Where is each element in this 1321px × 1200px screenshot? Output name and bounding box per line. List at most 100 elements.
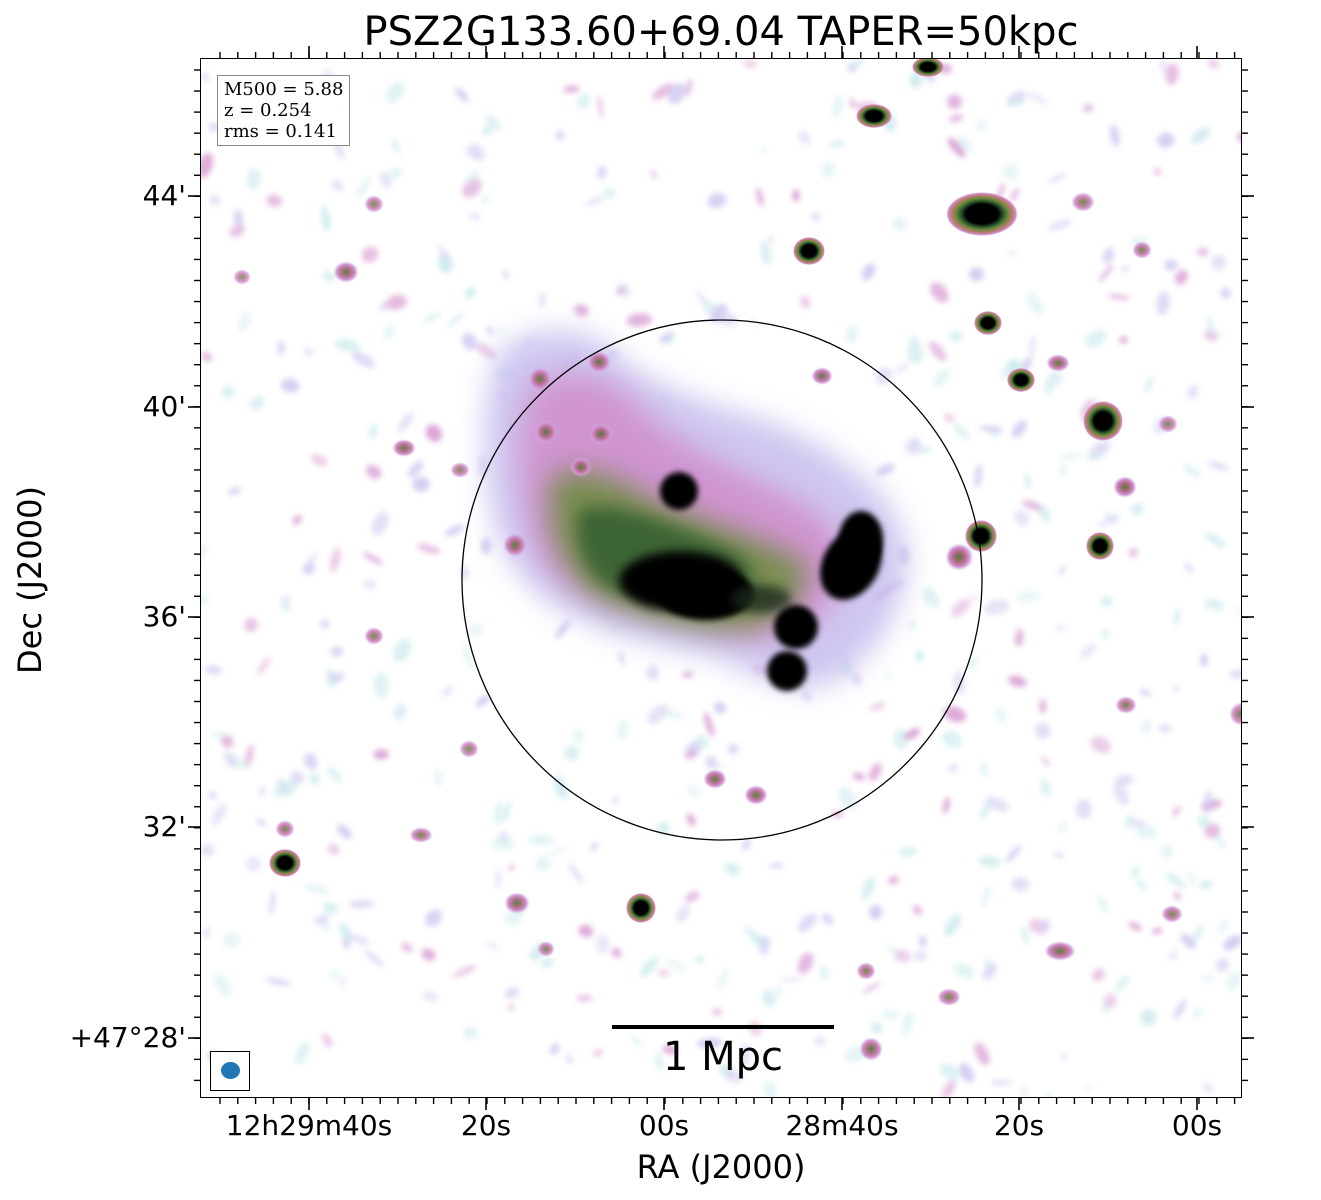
noise-blob — [612, 796, 619, 804]
noise-blob — [814, 1035, 826, 1047]
radio-point-source — [504, 892, 530, 914]
noise-blob — [1115, 975, 1129, 992]
noise-blob — [493, 801, 504, 825]
noise-blob — [797, 913, 817, 933]
noise-blob — [320, 619, 330, 629]
noise-blob — [1204, 823, 1221, 839]
noise-blob — [862, 982, 881, 994]
noise-blob — [565, 1053, 573, 1065]
noise-blob — [502, 799, 512, 823]
x-tick-label: 12h29m40s — [225, 1109, 393, 1142]
noise-blob — [861, 876, 875, 901]
radio-point-source — [1071, 192, 1095, 212]
y-tick-label: 40' — [142, 390, 186, 423]
noise-blob — [1029, 334, 1036, 358]
noise-blob — [1155, 168, 1161, 176]
noise-blob — [327, 843, 340, 856]
noise-blob — [705, 756, 717, 769]
noise-blob — [871, 1022, 883, 1034]
noise-blob — [393, 704, 407, 720]
noise-blob — [723, 862, 742, 872]
noise-blob — [322, 270, 336, 282]
noise-blob — [269, 890, 276, 916]
radio-point-source — [1132, 241, 1152, 259]
noise-blob — [444, 524, 465, 537]
noise-blob — [913, 905, 922, 916]
noise-blob — [1193, 1007, 1204, 1019]
noise-blob — [1011, 420, 1028, 438]
noise-blob — [941, 1079, 956, 1097]
noise-blob — [1128, 921, 1143, 931]
noise-blob — [422, 991, 439, 1002]
noise-blob — [555, 619, 571, 639]
noise-blob — [983, 599, 1010, 615]
noise-blob — [476, 343, 497, 359]
beam-indicator — [210, 1051, 250, 1091]
noise-blob — [968, 656, 979, 670]
noise-blob — [1010, 677, 1029, 685]
noise-blob — [425, 424, 443, 442]
noise-blob — [1199, 880, 1213, 890]
noise-blob — [1113, 784, 1130, 805]
radio-point-source — [275, 820, 295, 838]
noise-blob — [502, 269, 509, 280]
noise-blob — [1203, 1082, 1213, 1094]
noise-blob — [1186, 871, 1196, 886]
noise-blob — [639, 957, 658, 977]
noise-blob — [1086, 453, 1102, 461]
noise-blob — [245, 744, 254, 768]
noise-blob — [1058, 565, 1066, 576]
noise-blob — [616, 719, 629, 741]
noise-blob — [1114, 774, 1134, 787]
noise-blob — [549, 1042, 560, 1056]
noise-blob — [356, 175, 371, 198]
noise-blob — [1098, 895, 1109, 915]
noise-blob — [656, 821, 670, 836]
noise-blob — [468, 623, 484, 637]
noise-blob — [948, 330, 963, 342]
noise-blob — [257, 656, 271, 676]
noise-blob — [760, 240, 772, 266]
noise-blob — [819, 966, 830, 980]
noise-blob — [1157, 725, 1172, 732]
noise-blob — [713, 311, 738, 326]
noise-blob — [801, 687, 812, 703]
radio-point-source — [1083, 401, 1123, 441]
noise-blob — [881, 1010, 900, 1020]
noise-blob — [893, 949, 911, 963]
noise-blob — [282, 603, 291, 612]
noise-blob — [799, 295, 811, 309]
noise-blob — [968, 267, 985, 282]
noise-blob — [327, 766, 343, 783]
radio-point-source — [570, 457, 592, 477]
noise-blob — [1159, 59, 1167, 73]
noise-blob — [1053, 851, 1064, 858]
noise-blob — [696, 1038, 723, 1049]
radio-image-panel[interactable]: M500 = 5.88 z = 0.254 rms = 0.141 1 Mpc — [200, 58, 1242, 1098]
noise-blob — [310, 454, 328, 466]
noise-blob — [1135, 824, 1157, 839]
noise-blob — [564, 744, 580, 761]
radio-point-source — [1086, 532, 1114, 560]
noise-blob — [664, 957, 687, 972]
noise-blob — [838, 786, 857, 810]
noise-blob — [915, 649, 924, 662]
noise-blob — [1057, 821, 1067, 833]
radio-point-source — [1007, 368, 1035, 392]
noise-blob — [208, 123, 219, 131]
noise-blob — [686, 813, 696, 826]
noise-blob — [201, 596, 208, 605]
noise-blob — [246, 168, 261, 190]
x-tick-label: 28m40s — [785, 1109, 899, 1142]
noise-blob — [647, 704, 670, 724]
noise-blob — [1186, 467, 1202, 478]
noise-blob — [922, 587, 940, 609]
noise-blob — [990, 1080, 1013, 1086]
noise-blob — [1044, 381, 1053, 395]
noise-blob — [1075, 799, 1092, 819]
noise-blob — [1205, 532, 1226, 548]
noise-blob — [246, 856, 262, 872]
noise-blob — [1217, 920, 1230, 934]
noise-blob — [1175, 269, 1188, 286]
noise-blob — [373, 749, 389, 760]
